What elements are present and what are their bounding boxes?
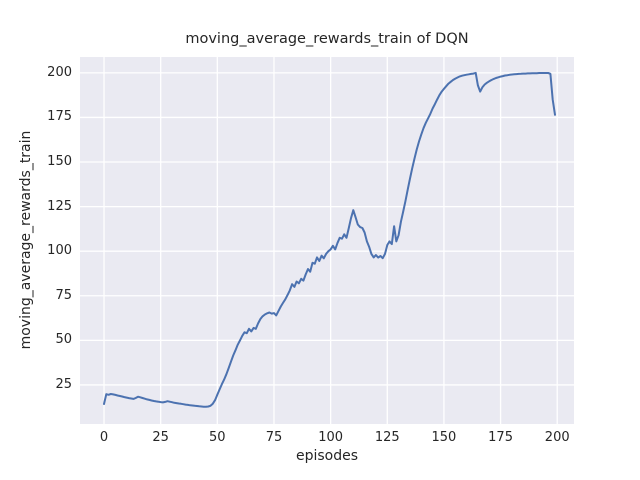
x-tick-label: 125	[374, 430, 400, 445]
x-tick-label: 175	[488, 430, 513, 445]
y-tick-label: 50	[55, 332, 72, 348]
plot-area	[80, 57, 574, 424]
y-tick-label: 25	[55, 376, 72, 392]
y-tick-label: 200	[47, 64, 72, 80]
x-tick-label: 200	[544, 430, 570, 445]
y-tick-label: 100	[47, 243, 72, 259]
x-tick-label: 0	[99, 430, 109, 445]
reward-line	[103, 71, 556, 408]
x-tick-label: 75	[265, 430, 283, 445]
gridlines	[80, 57, 574, 424]
x-tick-label: 100	[318, 430, 344, 445]
chart-title: moving_average_rewards_train of DQN	[185, 31, 469, 47]
x-axis-label: episodes	[295, 448, 359, 464]
y-tick-label: 75	[55, 287, 72, 303]
y-tick-label: 175	[47, 109, 72, 125]
x-tick-label: 50	[209, 430, 226, 445]
y-tick-label: 150	[47, 154, 72, 170]
x-tick-label: 150	[431, 430, 457, 445]
x-tick-label: 25	[152, 430, 169, 445]
y-tick-label: 125	[47, 198, 72, 214]
